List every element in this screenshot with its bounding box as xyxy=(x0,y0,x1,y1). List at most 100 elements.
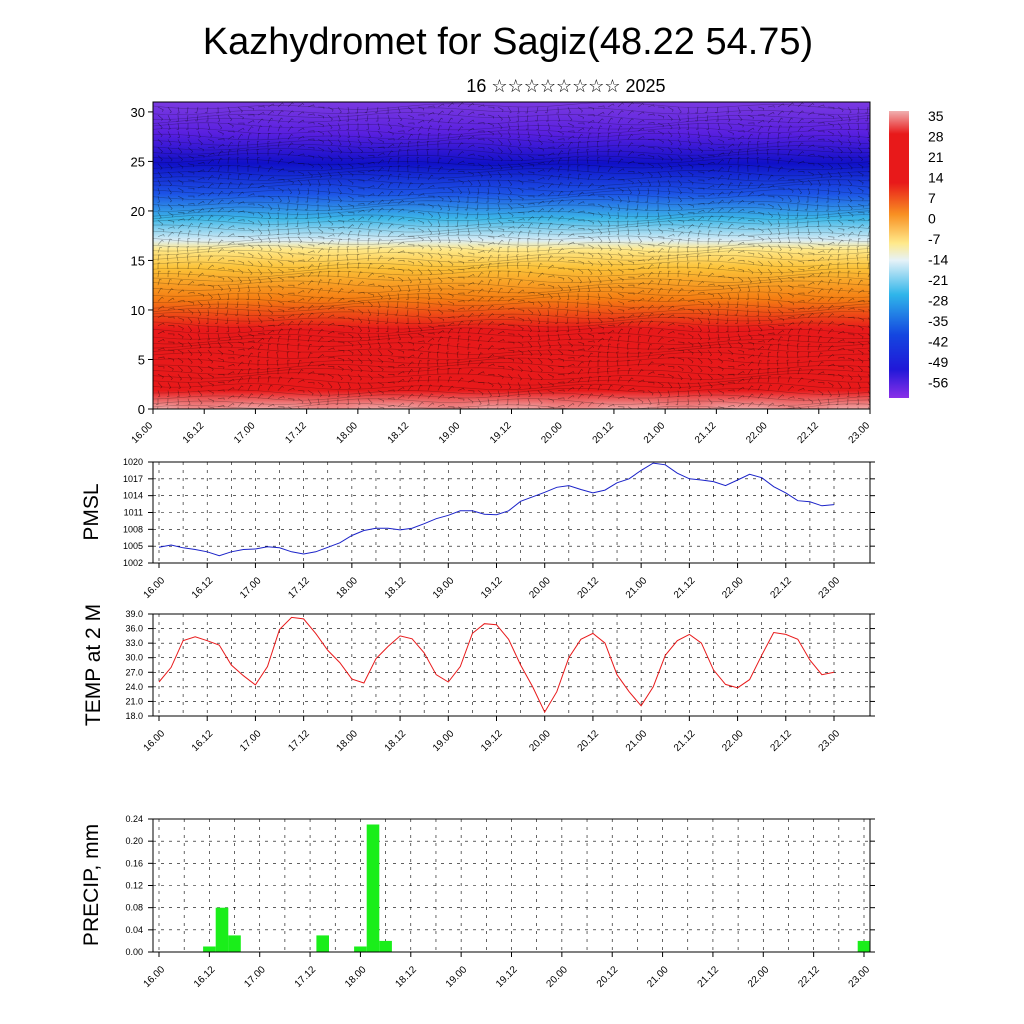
y-tick-label: 25 xyxy=(131,154,145,169)
x-tick-label: 19.00 xyxy=(437,420,463,446)
y-tick-label: 0.12 xyxy=(125,881,143,891)
y-tick-label: 39.0 xyxy=(125,609,143,619)
x-tick-label: 16.12 xyxy=(181,420,207,446)
x-tick-label: 22.12 xyxy=(795,420,821,446)
x-tick-label: 17.00 xyxy=(242,964,268,990)
colorbar-label: 21 xyxy=(928,149,944,165)
precip-bar xyxy=(366,824,380,952)
x-tick-label: 19.12 xyxy=(479,575,505,601)
x-tick-label: 22.12 xyxy=(796,964,822,990)
precip-bar xyxy=(354,946,367,952)
x-tick-label: 21.12 xyxy=(672,728,698,754)
x-tick-label: 23.00 xyxy=(817,575,843,601)
x-tick-label: 18.12 xyxy=(383,575,409,601)
precip-x-axis: 16.00 16.12 17.00 17.12 18.00 18.12 19.00 19.12… xyxy=(142,952,872,990)
x-tick-label: 21.12 xyxy=(672,575,698,601)
temperature-panel: 18.021.024.027.030.033.036.039.0 16.00 16… xyxy=(82,604,875,754)
colorbar: 35 28 21 14 7 0 -7 -14 -21 -28 -35 -42 -49 -56 xyxy=(889,108,948,398)
colorbar-label: -21 xyxy=(928,272,948,288)
x-tick-label: 18.12 xyxy=(386,420,412,446)
y-tick-label: 24.0 xyxy=(125,682,143,692)
x-tick-label: 20.12 xyxy=(595,964,621,990)
wind-barbs xyxy=(156,102,870,409)
x-tick-label: 22.00 xyxy=(720,575,746,601)
pmsl-axis-label: PMSL xyxy=(80,483,103,540)
x-tick-label: 18.12 xyxy=(383,728,409,754)
colorbar-scale xyxy=(889,111,909,398)
colorbar-label: -28 xyxy=(928,293,948,309)
cross-section-x-axis: 16.00 16.12 17.00 17.12 18.00 18.12 19.00 19.12… xyxy=(130,409,873,446)
x-tick-label: 19.12 xyxy=(494,964,520,990)
y-tick-label: 1005 xyxy=(123,541,143,551)
x-tick-label: 23.00 xyxy=(817,728,843,754)
x-tick-label: 23.00 xyxy=(847,420,873,446)
y-tick-label: 1002 xyxy=(123,558,143,568)
y-tick-label: 0.16 xyxy=(125,858,143,868)
x-tick-label: 16.12 xyxy=(192,964,218,990)
precip-bar xyxy=(228,935,241,952)
y-tick-label: 30.0 xyxy=(125,653,143,663)
chart-title: Kazhydromet for Sagiz(48.22 54.75) xyxy=(203,21,813,63)
x-tick-label: 19.00 xyxy=(431,728,457,754)
x-tick-label: 19.00 xyxy=(431,575,457,601)
y-tick-label: 21.0 xyxy=(125,696,143,706)
y-tick-label: 0.08 xyxy=(125,903,143,913)
precip-bar xyxy=(857,940,871,952)
y-tick-label: 10 xyxy=(131,303,145,318)
colorbar-label: -56 xyxy=(928,375,948,391)
y-tick-label: 20 xyxy=(131,204,145,219)
x-tick-label: 19.00 xyxy=(444,964,470,990)
x-tick-label: 21.12 xyxy=(696,964,722,990)
x-tick-label: 18.00 xyxy=(335,575,361,601)
y-tick-label: 1008 xyxy=(123,524,143,534)
x-tick-label: 16.00 xyxy=(142,575,168,601)
pmsl-line xyxy=(158,462,835,557)
x-tick-label: 19.12 xyxy=(488,420,514,446)
precip-panel: 0.000.040.080.120.160.200.24 16.00 16.12 1… xyxy=(80,814,875,990)
x-tick-label: 17.00 xyxy=(238,728,264,754)
y-tick-label: 0 xyxy=(138,402,145,417)
precip-axis-label: PRECIP, mm xyxy=(80,824,103,946)
colorbar-label: -42 xyxy=(928,334,948,350)
cross-section-field xyxy=(153,102,870,409)
chart-subtitle: 16 ☆☆☆☆☆☆☆☆ 2025 xyxy=(466,76,665,96)
y-tick-label: 36.0 xyxy=(125,624,143,634)
colorbar-label: -49 xyxy=(928,354,948,370)
x-tick-label: 19.12 xyxy=(479,728,505,754)
temperature-axis-label: TEMP at 2 M xyxy=(82,604,105,726)
cross-section-panel: 0 5 10 15 20 25 30 16.00 16.12 17.00 17.12 18.00 18… xyxy=(130,101,948,446)
x-tick-label: 20.00 xyxy=(527,575,553,601)
colorbar-label: 28 xyxy=(928,129,944,145)
x-tick-label: 21.00 xyxy=(624,728,650,754)
y-tick-label: 1011 xyxy=(124,508,143,518)
y-tick-label: 27.0 xyxy=(125,667,143,677)
y-tick-label: 0.00 xyxy=(125,947,143,957)
x-tick-label: 18.12 xyxy=(393,964,419,990)
temperature-x-axis: 16.00 16.12 17.00 17.12 18.00 18.12 19.00 19.12… xyxy=(142,716,843,754)
y-tick-label: 18.0 xyxy=(125,711,143,721)
x-tick-label: 18.00 xyxy=(343,964,369,990)
x-tick-label: 22.12 xyxy=(768,575,794,601)
precip-bar xyxy=(215,907,229,952)
x-tick-label: 17.12 xyxy=(286,575,312,601)
colorbar-label: -35 xyxy=(928,313,948,329)
pmsl-x-axis: 16.00 16.12 17.00 17.12 18.00 18.12 19.00 19.12… xyxy=(142,563,843,601)
isolines xyxy=(153,102,870,409)
colorbar-label: -7 xyxy=(928,231,941,247)
y-tick-label: 33.0 xyxy=(125,638,143,648)
y-tick-label: 30 xyxy=(131,105,145,120)
x-tick-label: 20.12 xyxy=(576,728,602,754)
colorbar-label: 0 xyxy=(928,211,936,227)
colorbar-label: -14 xyxy=(928,252,948,268)
x-tick-label: 16.12 xyxy=(190,575,216,601)
y-tick-label: 5 xyxy=(138,352,145,367)
x-tick-label: 22.12 xyxy=(768,728,794,754)
x-tick-label: 22.00 xyxy=(744,420,770,446)
x-tick-label: 22.00 xyxy=(720,728,746,754)
x-tick-label: 16.00 xyxy=(142,728,168,754)
colorbar-label: 14 xyxy=(928,170,944,186)
precip-y-axis: 0.00 0.04 0.08 0.12 0.16 0.20 0.24 xyxy=(125,814,875,957)
y-tick-label: 1020 xyxy=(123,457,143,467)
x-tick-label: 17.12 xyxy=(293,964,319,990)
precip-bar xyxy=(379,940,392,952)
